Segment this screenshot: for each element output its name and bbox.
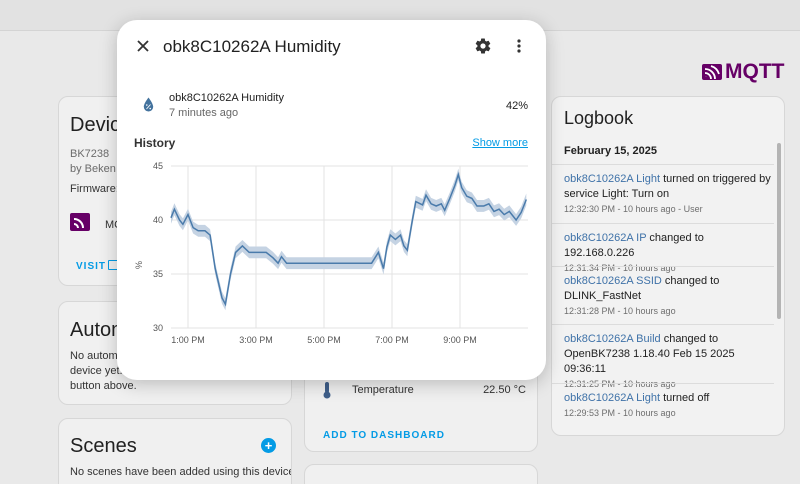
y-tick-label: 30 <box>153 323 163 333</box>
firmware-label: Firmware: <box>70 183 119 195</box>
mqtt-logo: MQTT <box>702 60 784 84</box>
history-label: History <box>134 136 176 150</box>
add-scene-icon[interactable]: + <box>261 438 276 453</box>
logbook-entry: obk8C10262A Light turned off 12:29:53 PM… <box>564 391 774 420</box>
entity-name[interactable]: obk8C10262A Humidity <box>169 92 284 104</box>
show-more-link[interactable]: Show more <box>472 137 528 149</box>
y-tick-label: 35 <box>153 269 163 279</box>
automations-text-2: device yet. <box>70 365 123 377</box>
humidity-line <box>170 171 527 307</box>
logbook-entry-time: 12:31:34 PM - 10 hours ago <box>564 263 676 273</box>
entity-last-changed: 7 minutes ago <box>169 107 239 119</box>
x-tick-label: 7:00 PM <box>375 335 409 345</box>
gear-icon[interactable] <box>471 34 495 58</box>
y-tick-label: 45 <box>153 161 163 171</box>
logbook-entry: obk8C10262A IP changed to 192.168.0.226 … <box>564 231 774 275</box>
logbook-entry-text: turned off <box>660 392 710 404</box>
device-chip: BK7238 <box>70 148 110 160</box>
thermometer-icon <box>322 381 332 404</box>
logbook-entity-link[interactable]: obk8C10262A IP <box>564 232 647 244</box>
logbook-entry-text: turned on triggered by service Light: Tu… <box>564 173 771 200</box>
logbook-entry-time: 12:32:30 PM - 10 hours ago - User <box>564 204 703 214</box>
mqtt-integration-icon <box>70 213 90 236</box>
device-card-title: Device <box>70 114 132 136</box>
logbook-divider <box>552 164 774 165</box>
y-tick-label: 40 <box>153 215 163 225</box>
logbook-entry: obk8C10262A Light turned on triggered by… <box>564 172 774 216</box>
logbook-entity-link[interactable]: obk8C10262A Build <box>564 333 661 345</box>
dialog-title: obk8C10262A Humidity <box>163 37 341 56</box>
logbook-divider <box>552 383 774 384</box>
logbook-entry-time: 12:29:53 PM - 10 hours ago <box>564 408 676 418</box>
dots-vertical-icon[interactable] <box>507 34 531 58</box>
logbook-title: Logbook <box>564 108 634 128</box>
logbook-entry: obk8C10262A Build changed to OpenBK7238 … <box>564 332 774 391</box>
logbook-card: Logbook February 15, 2025 obk8C10262A Li… <box>551 96 785 436</box>
scenes-card: Scenes + No scenes have been added using… <box>58 418 292 484</box>
x-tick-label: 3:00 PM <box>239 335 273 345</box>
add-to-dashboard-button[interactable]: ADD TO DASHBOARD <box>323 430 445 441</box>
entity-state: 42% <box>505 100 528 112</box>
additional-card <box>304 464 538 484</box>
logbook-scrollbar[interactable] <box>777 143 781 319</box>
device-manufacturer: by Beken C <box>70 163 127 175</box>
automations-text-3: button above. <box>70 380 137 392</box>
logbook-entry-text: changed to OpenBK7238 1.18.40 Feb 15 202… <box>564 333 735 375</box>
humidity-history-chart[interactable]: 30 35 40 45 1:00 PM 3:00 PM 5:00 PM 7:00 PM 9:0… <box>117 150 546 380</box>
temperature-value: 22.50 °C <box>483 384 526 396</box>
logbook-date: February 15, 2025 <box>564 145 657 157</box>
logbook-entity-link[interactable]: obk8C10262A Light <box>564 173 661 185</box>
automations-card-title: Autom <box>70 319 128 341</box>
automations-text-1: No autom <box>70 350 118 362</box>
logbook-entry-time: 12:31:28 PM - 10 hours ago <box>564 306 676 316</box>
mqtt-logo-text: MQTT <box>725 60 785 83</box>
logbook-entity-link[interactable]: obk8C10262A Light <box>564 392 661 404</box>
y-axis-unit: % <box>134 261 144 269</box>
mqtt-logo-icon <box>702 64 722 80</box>
logbook-entry-text: changed to 192.168.0.226 <box>564 232 704 259</box>
logbook-divider <box>552 266 774 267</box>
min-max-band <box>171 168 527 311</box>
close-icon[interactable] <box>131 34 155 58</box>
logbook-entity-link[interactable]: obk8C10262A SSID <box>564 275 662 287</box>
logbook-entry: obk8C10262A SSID changed to DLINK_FastNe… <box>564 274 774 318</box>
logbook-entry-text: changed to DLINK_FastNet <box>564 275 720 302</box>
scenes-empty-text: No scenes have been added using this dev… <box>70 466 292 478</box>
temperature-label[interactable]: Temperature <box>352 384 414 396</box>
logbook-entry-time: 12:31:25 PM - 10 hours ago <box>564 379 676 389</box>
water-percent-icon <box>143 97 154 117</box>
x-tick-label: 9:00 PM <box>443 335 477 345</box>
x-tick-label: 5:00 PM <box>307 335 341 345</box>
more-info-dialog: obk8C10262A Humidity obk8C10262A Humidit… <box>117 20 546 380</box>
scenes-card-title: Scenes <box>70 435 137 457</box>
logbook-divider <box>552 223 774 224</box>
x-tick-label: 1:00 PM <box>171 335 205 345</box>
visit-link[interactable]: VISIT <box>76 261 107 272</box>
logbook-divider <box>552 324 774 325</box>
